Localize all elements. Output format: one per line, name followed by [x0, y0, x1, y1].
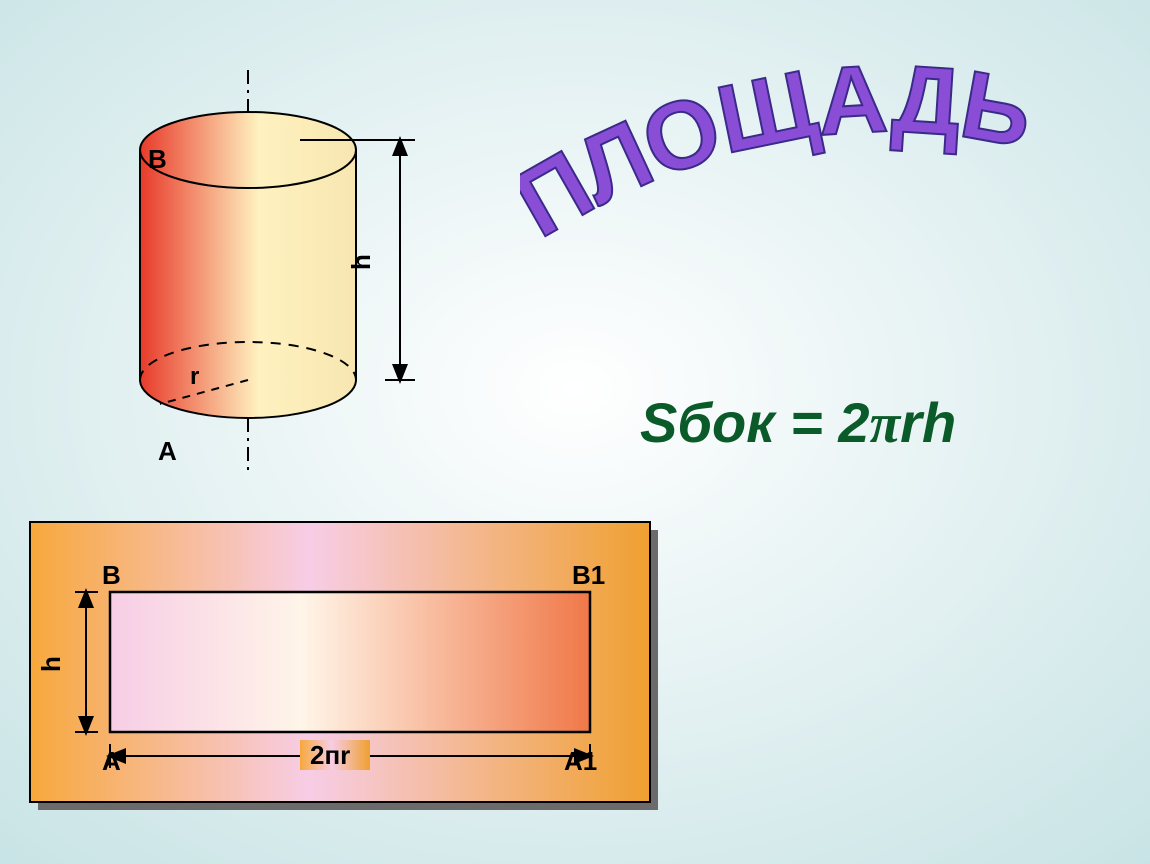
label-h2: h — [36, 656, 66, 672]
label-h: h — [346, 254, 376, 270]
formula-rh: rh — [900, 391, 956, 454]
label-a1: A1 — [564, 746, 597, 776]
label-b1: B1 — [572, 560, 605, 590]
label-a2: A — [102, 746, 121, 776]
formula: Sбок = 2πrh — [640, 390, 956, 456]
label-a: A — [158, 436, 177, 466]
cylinder-body — [140, 150, 356, 418]
unrolled-rect-diagram: B B1 A A1 h 2пr — [20, 512, 670, 822]
cylinder-top — [140, 112, 356, 188]
title-text: ПЛОЩАДЬ — [520, 45, 1038, 258]
label-b: B — [148, 144, 167, 174]
formula-pi: π — [870, 393, 901, 455]
label-b2: B — [102, 560, 121, 590]
label-r: r — [190, 363, 199, 390]
inner-rect — [110, 592, 590, 732]
slide: ПЛОЩАДЬ Sбок = 2πrh — [0, 0, 1150, 864]
cylinder-diagram: B A r h — [70, 60, 490, 480]
svg-text:ПЛОЩАДЬ: ПЛОЩАДЬ — [520, 45, 1038, 258]
formula-lhs: Sбок = 2 — [640, 391, 870, 454]
title: ПЛОЩАДЬ — [520, 40, 1140, 280]
label-base: 2пr — [310, 740, 350, 770]
